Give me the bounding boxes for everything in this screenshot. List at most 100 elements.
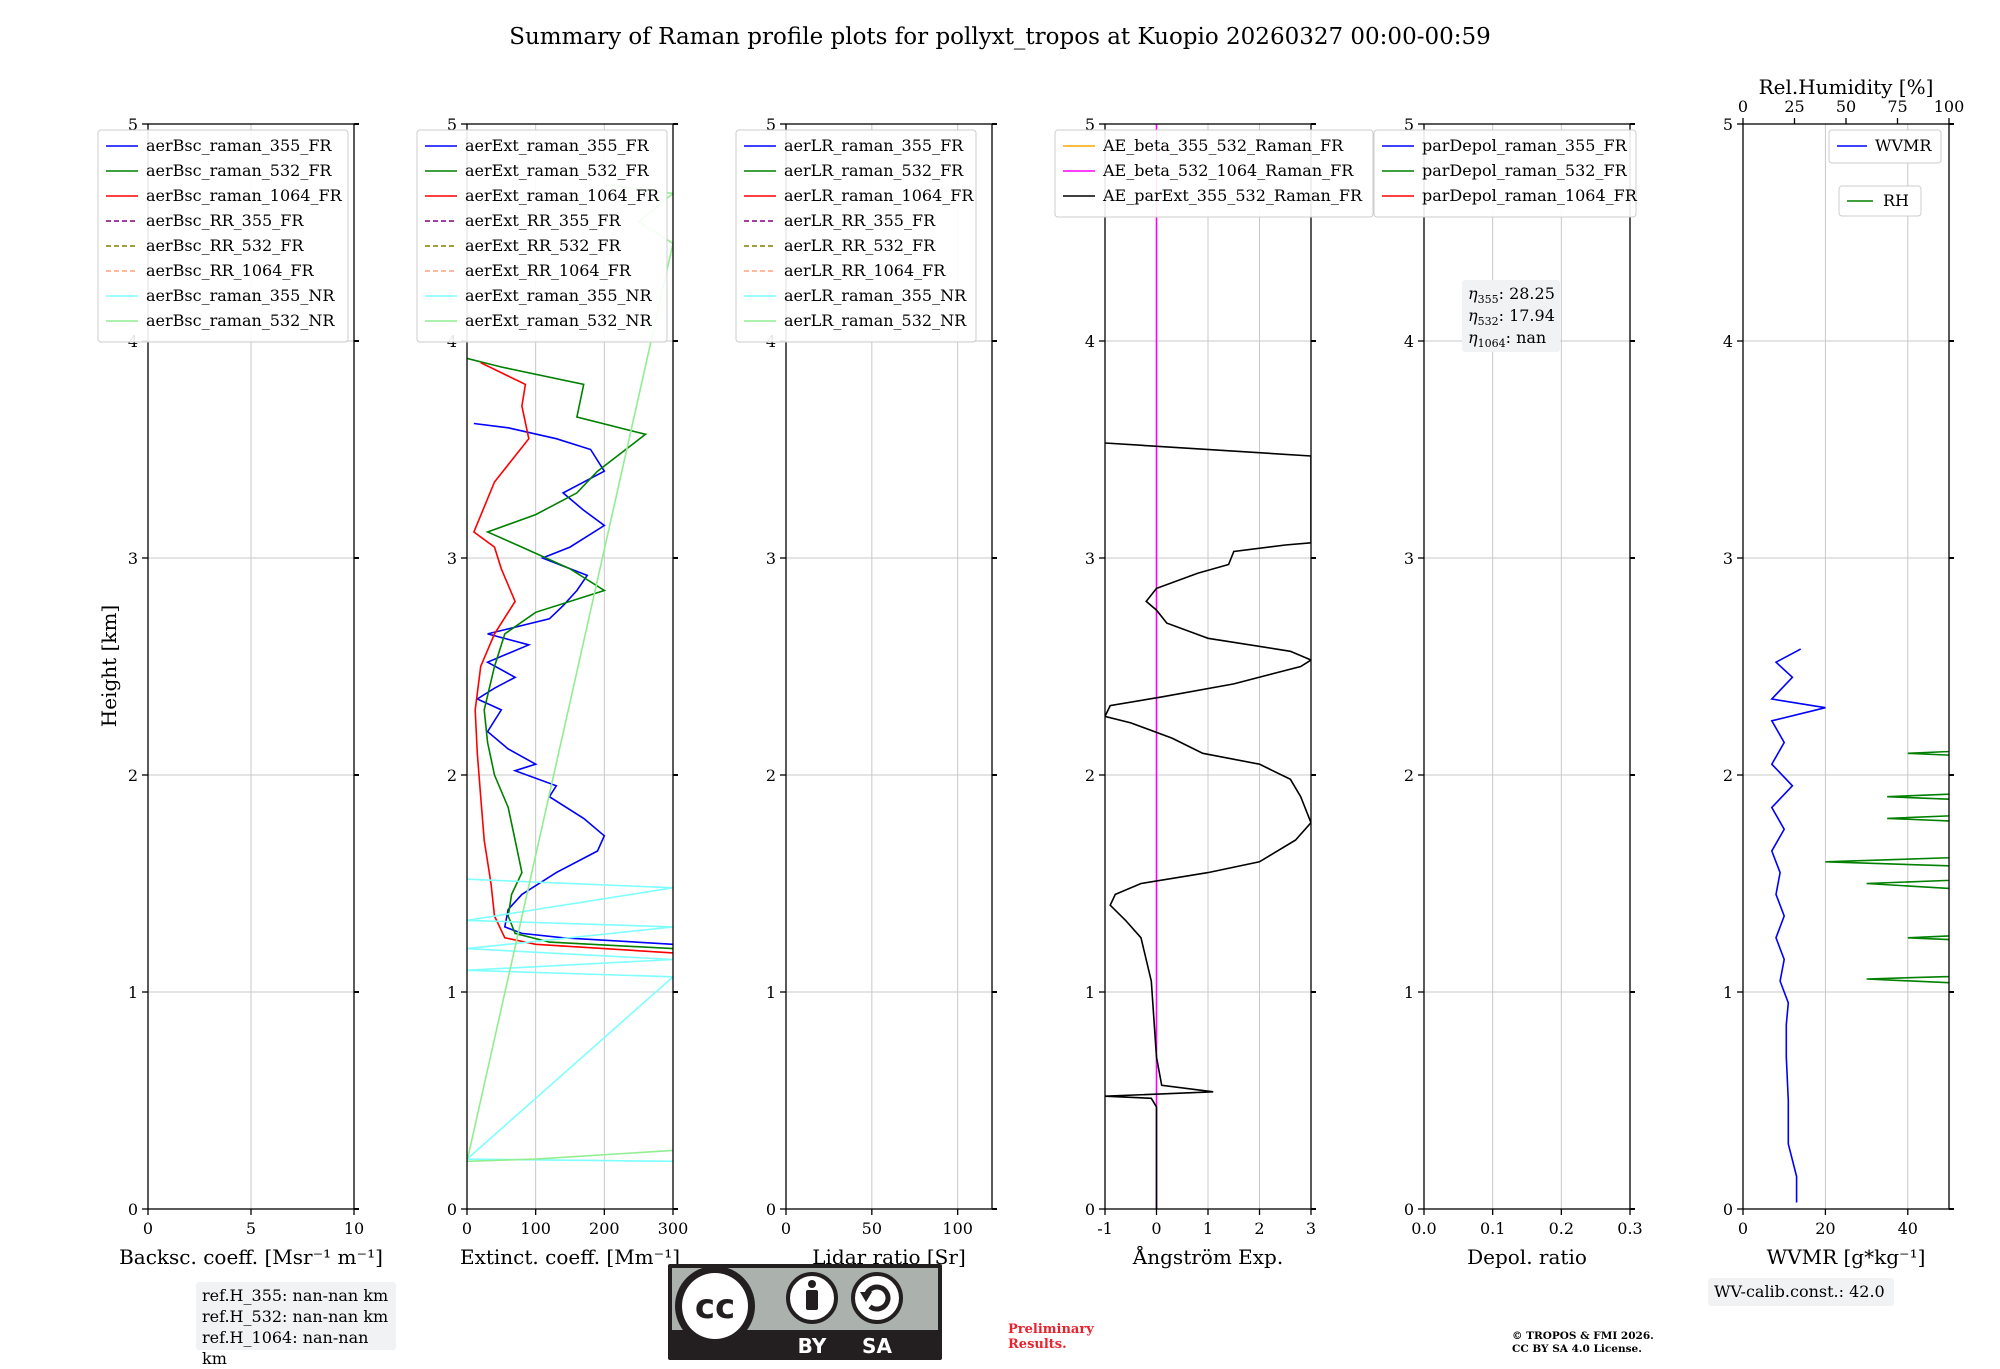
y-tick-label: 1	[1085, 983, 1095, 1002]
legend-label: aerBsc_raman_532_NR	[146, 311, 335, 330]
ref-height-355: ref.H_355: nan-nan km	[202, 1286, 389, 1305]
y-tick-label: 0	[128, 1200, 138, 1219]
legend-box	[1828, 129, 1942, 164]
x-tick-label: 200	[589, 1219, 620, 1238]
legend-box	[97, 129, 349, 343]
y-tick-label: 5	[1404, 115, 1414, 134]
y-tick-label: 1	[1723, 983, 1733, 1002]
legend-box	[1054, 129, 1374, 218]
x-tick-label: 40	[1898, 1219, 1918, 1238]
y-tick-label: 5	[1723, 115, 1733, 134]
x-tick-label: 0	[462, 1219, 472, 1238]
series-line-WVMR	[1770, 648, 1826, 1203]
x-tick-label: 50	[862, 1219, 882, 1238]
x-tick-label: 10	[344, 1219, 364, 1238]
y-tick-label: 5	[766, 115, 776, 134]
cc-license-badge: cc BY SA	[668, 1264, 942, 1360]
legend-label: aerExt_raman_355_NR	[465, 286, 653, 305]
series-line-aerExt_raman_532_NR	[467, 184, 673, 1163]
preliminary-note: Preliminary Results.	[1008, 1322, 1148, 1352]
x-tick-label: 0.3	[1617, 1219, 1642, 1238]
y-tick-label: 3	[766, 549, 776, 568]
y-tick-label: 2	[1404, 766, 1414, 785]
preliminary-line-2: Results.	[1008, 1337, 1067, 1352]
legend: aerBsc_raman_355_FR aerBsc_raman_532_FRae…	[97, 129, 349, 343]
legend-label: aerLR_raman_532_FR	[784, 161, 964, 180]
y-tick-label: 3	[1404, 549, 1414, 568]
legend-label: aerLR_RR_532_FR	[784, 236, 936, 255]
y-axis-label: Height [km]	[97, 605, 121, 727]
y-tick-label: 1	[447, 983, 457, 1002]
y-tick-label: 0	[1404, 1200, 1414, 1219]
x-axis-label: Depol. ratio	[1467, 1245, 1587, 1269]
y-tick-label: 1	[766, 983, 776, 1002]
y-tick-label: 3	[1085, 549, 1095, 568]
eta-line-1064: η1064: nan	[1468, 328, 1546, 350]
y-tick-label: 2	[128, 766, 138, 785]
series-group	[1770, 648, 1949, 1203]
eta-line-355: η355: 28.25	[1468, 284, 1555, 306]
x-tick-label: 100	[520, 1219, 551, 1238]
copyright-line-2: CC BY SA 4.0 License.	[1512, 1343, 1642, 1355]
y-tick-label: 2	[766, 766, 776, 785]
legend-wvmr: WVMR	[1828, 129, 1942, 164]
y-tick-label: 3	[128, 549, 138, 568]
y-tick-label: 0	[447, 1200, 457, 1219]
legend-label: aerLR_raman_355_NR	[784, 286, 967, 305]
legend-label: aerExt_RR_532_FR	[465, 236, 622, 255]
series-line-aerExt_raman_355_NR	[467, 878, 673, 1163]
panel-depolarization: 0 1 2 3 4 5 0.0 0.1 0.2 0.3 Depol. ratio parDepol_r…	[1373, 115, 1643, 1269]
copyright-note: © TROPOS & FMI 2026. CC BY SA 4.0 Licens…	[1512, 1330, 1732, 1356]
legend-label: RH	[1883, 191, 1909, 210]
legend-label: aerExt_raman_532_FR	[465, 161, 650, 180]
y-tick-label: 5	[128, 115, 138, 134]
series-line-aerExt_raman_532_FR	[467, 357, 673, 950]
eta-line-532: η532: 17.94	[1468, 306, 1555, 328]
legend-box	[416, 129, 668, 343]
wv-calibration-box: WV-calib.const.: 42.0	[1708, 1278, 1894, 1306]
panel-extinction: 0123450100200300Extinct. coeff. [Mm⁻¹]ae…	[416, 115, 689, 1269]
top-x-tick-label: 0	[1738, 97, 1748, 116]
x-tick-label: 100	[942, 1219, 973, 1238]
legend-label: aerBsc_RR_1064_FR	[146, 261, 315, 280]
legend: parDepol_raman_355_FR parDepol_raman_532_…	[1373, 129, 1638, 218]
y-tick-label: 5	[1085, 115, 1095, 134]
legend-label: aerLR_RR_1064_FR	[784, 261, 946, 280]
x-tick-label: 300	[658, 1219, 689, 1238]
ref-height-532: ref.H_532: nan-nan km	[202, 1307, 389, 1326]
axes-frame	[466, 123, 674, 1210]
y-tick-label: 4	[1723, 332, 1733, 351]
y-tick-label: 1	[128, 983, 138, 1002]
legend-label: aerExt_RR_355_FR	[465, 211, 622, 230]
share-alike-icon	[851, 1272, 903, 1324]
x-tick-label: 0.0	[1411, 1219, 1436, 1238]
y-tick-label: 1	[1404, 983, 1414, 1002]
axes-frame	[1742, 123, 1950, 1210]
y-tick-label: 0	[1085, 1200, 1095, 1219]
legend-label: aerLR_raman_532_NR	[784, 311, 967, 330]
x-axis-label: WVMR [g*kg⁻¹]	[1767, 1245, 1926, 1269]
x-tick-label: 2	[1254, 1219, 1264, 1238]
x-tick-label: -1	[1097, 1219, 1113, 1238]
legend-label: aerBsc_raman_532_FR	[146, 161, 332, 180]
figure-title: Summary of Raman profile plots for polly…	[509, 24, 1491, 50]
legend-label: parDepol_raman_355_FR	[1422, 136, 1628, 155]
series-group	[1105, 124, 1311, 1209]
legend-label: parDepol_raman_1064_FR	[1422, 186, 1638, 205]
y-tick-label: 4	[1404, 332, 1414, 351]
y-tick-label: 2	[447, 766, 457, 785]
license-by: BY	[798, 1334, 827, 1358]
x-tick-label: 0	[781, 1219, 791, 1238]
legend-label: WVMR	[1875, 136, 1932, 155]
x-tick-label: 0	[143, 1219, 153, 1238]
legend: AE_beta_355_532_Raman_FR AE_beta_532_1064…	[1054, 129, 1374, 218]
legend-label: AE_beta_532_1064_Raman_FR	[1102, 161, 1354, 180]
legend-label: aerBsc_raman_1064_FR	[146, 186, 343, 205]
axes-frame	[1423, 123, 1631, 1210]
series-line-RH	[1825, 750, 1949, 984]
attribution-icon	[786, 1272, 838, 1324]
legend: aerExt_raman_355_FR aerExt_raman_532_FRae…	[416, 129, 668, 343]
